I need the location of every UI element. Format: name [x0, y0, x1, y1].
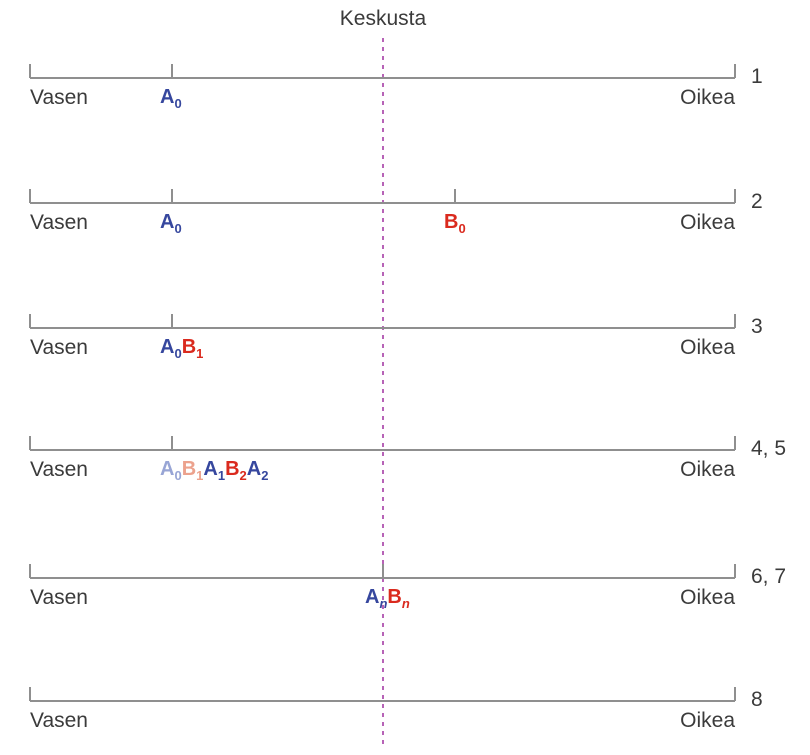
marker-label: A1 — [203, 458, 226, 483]
axis-tick — [454, 189, 456, 203]
number-line-track — [30, 449, 735, 451]
marker-label: A0 — [160, 86, 182, 111]
row-number: 4, 5 — [751, 437, 787, 460]
axis-tick — [171, 314, 173, 328]
left-endpoint-label: Vasen — [30, 586, 88, 609]
axis-tick — [734, 687, 736, 701]
marker-group: B0 — [444, 211, 466, 236]
number-line-track — [30, 327, 735, 329]
right-endpoint-label: Oikea — [680, 336, 735, 359]
marker-label: An — [365, 586, 388, 611]
number-line-track — [30, 700, 735, 702]
row-number: 8 — [751, 688, 763, 711]
number-line-track — [30, 77, 735, 79]
marker-label: A0 — [160, 458, 182, 483]
number-line-track — [30, 202, 735, 204]
left-endpoint-label: Vasen — [30, 709, 88, 732]
marker-group: A0 — [160, 86, 182, 111]
right-endpoint-label: Oikea — [680, 86, 735, 109]
axis-tick — [382, 564, 384, 578]
axis-tick — [734, 189, 736, 203]
axis-tick — [171, 189, 173, 203]
marker-group: A0B1A1B2A2 — [160, 458, 269, 483]
row-number: 3 — [751, 315, 763, 338]
marker-label: Bn — [387, 586, 410, 611]
axis-tick — [171, 64, 173, 78]
axis-tick — [734, 436, 736, 450]
axis-tick — [171, 436, 173, 450]
row-number: 2 — [751, 190, 763, 213]
right-endpoint-label: Oikea — [680, 458, 735, 481]
row-number: 6, 7 — [751, 565, 787, 588]
center-title: Keskusta — [339, 7, 427, 30]
axis-tick — [734, 314, 736, 328]
marker-label: B1 — [181, 336, 204, 361]
axis-tick — [29, 189, 31, 203]
marker-label: A2 — [246, 458, 269, 483]
center-dashed-line — [382, 38, 384, 745]
axis-tick — [29, 436, 31, 450]
left-endpoint-label: Vasen — [30, 211, 88, 234]
axis-tick — [29, 687, 31, 701]
marker-label: B2 — [225, 458, 247, 483]
marker-label: B1 — [181, 458, 204, 483]
marker-group: AnBn — [365, 586, 410, 611]
axis-tick — [29, 564, 31, 578]
axis-tick — [29, 314, 31, 328]
left-endpoint-label: Vasen — [30, 458, 88, 481]
left-endpoint-label: Vasen — [30, 86, 88, 109]
marker-label: A0 — [160, 211, 182, 236]
marker-group: A0B1 — [160, 336, 204, 361]
row-number: 1 — [751, 65, 763, 88]
right-endpoint-label: Oikea — [680, 709, 735, 732]
right-endpoint-label: Oikea — [680, 211, 735, 234]
axis-tick — [734, 64, 736, 78]
axis-tick — [29, 64, 31, 78]
axis-tick — [734, 564, 736, 578]
marker-label: B0 — [444, 211, 466, 236]
marker-group: A0 — [160, 211, 182, 236]
left-endpoint-label: Vasen — [30, 336, 88, 359]
right-endpoint-label: Oikea — [680, 586, 735, 609]
marker-label: A0 — [160, 336, 182, 361]
